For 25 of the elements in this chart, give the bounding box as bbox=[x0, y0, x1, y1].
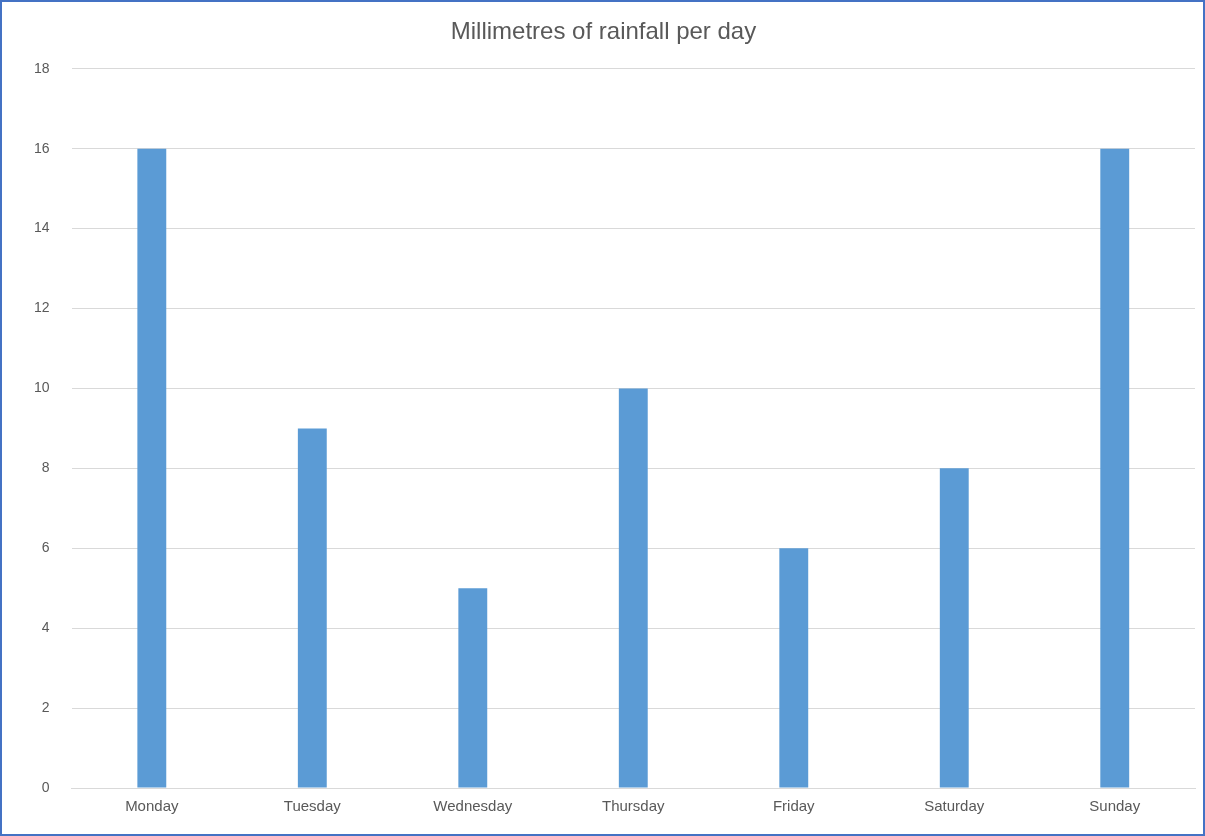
x-tick-label: Tuesday bbox=[283, 797, 342, 815]
y-tick-label: 8 bbox=[41, 459, 50, 476]
y-tick-label: 6 bbox=[41, 539, 50, 556]
bar bbox=[297, 428, 327, 788]
bar bbox=[618, 388, 648, 788]
x-tick-label: Sunday bbox=[1089, 797, 1141, 815]
y-tick-label: 14 bbox=[33, 219, 50, 236]
bar bbox=[137, 148, 167, 788]
y-tick-label: 4 bbox=[41, 619, 50, 636]
bar bbox=[779, 548, 809, 788]
x-tick-label: Wednesday bbox=[433, 797, 513, 815]
x-tick-label: Monday bbox=[125, 797, 179, 815]
bar bbox=[458, 588, 488, 788]
bar bbox=[939, 468, 969, 788]
y-tick-label: 16 bbox=[33, 139, 50, 156]
bar bbox=[1100, 148, 1130, 788]
chart-title: Millimetres of rainfall per day bbox=[450, 17, 757, 45]
y-tick-label: 0 bbox=[41, 778, 50, 795]
y-tick-label: 10 bbox=[33, 379, 50, 396]
y-tick-label: 18 bbox=[33, 59, 50, 76]
x-tick-label: Friday bbox=[772, 797, 816, 815]
x-tick-label: Thursday bbox=[602, 797, 666, 815]
y-tick-label: 12 bbox=[33, 299, 50, 316]
y-tick-label: 2 bbox=[41, 698, 50, 715]
x-tick-label: Saturday bbox=[924, 797, 985, 815]
